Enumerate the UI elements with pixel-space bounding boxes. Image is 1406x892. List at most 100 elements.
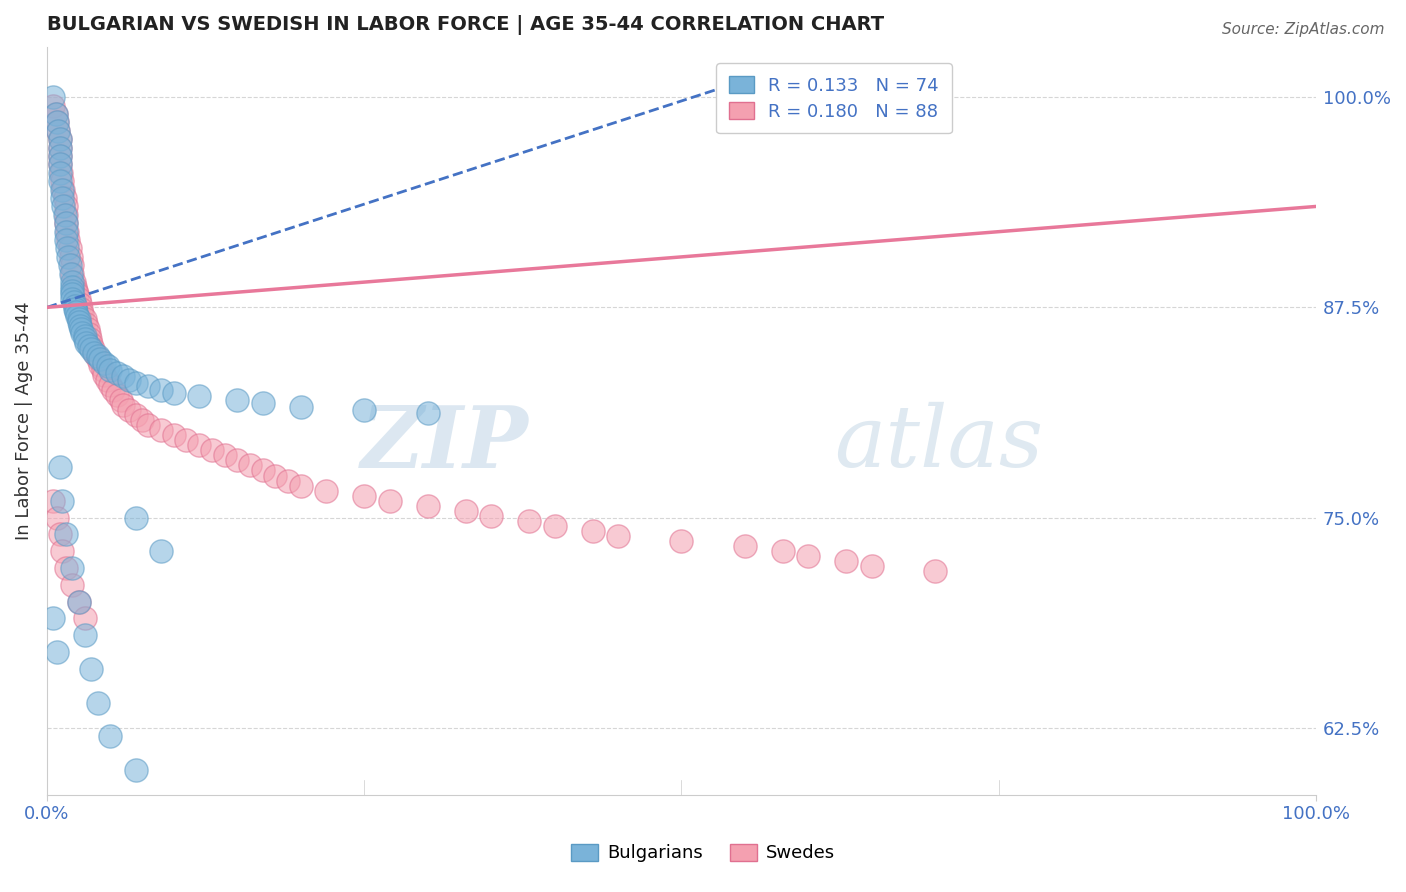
Point [607,529,630,543]
Point [67,292,90,306]
Point [55,208,77,222]
Point [51,183,73,197]
Point [60,284,83,298]
Point [48,149,70,163]
Point [66,309,89,323]
Point [118,373,141,387]
Point [42,493,65,508]
Point [66,286,89,301]
Point [416,406,439,420]
Point [55,527,77,541]
Point [55,225,77,239]
Point [214,448,236,462]
Point [45,107,67,121]
Text: ZIP: ZIP [361,401,529,485]
Point [42,98,65,112]
Point [63,280,86,294]
Point [56,225,79,239]
Point [73,628,96,642]
Point [378,493,401,508]
Point [479,508,502,523]
Point [671,534,693,549]
Point [55,216,77,230]
Point [48,460,70,475]
Point [63,301,86,316]
Point [48,166,70,180]
Point [73,611,96,625]
Point [138,379,160,393]
Point [86,352,108,367]
Point [80,662,103,676]
Point [48,132,70,146]
Point [112,398,135,412]
Point [101,383,124,397]
Point [73,312,96,326]
Point [46,115,69,129]
Point [67,595,90,609]
Point [46,115,69,129]
Point [73,329,96,343]
Point [59,258,82,272]
Point [188,389,211,403]
Point [55,561,77,575]
Point [163,428,186,442]
Point [60,250,83,264]
Point [60,267,83,281]
Point [416,499,439,513]
Point [60,258,83,272]
Text: Source: ZipAtlas.com: Source: ZipAtlas.com [1222,22,1385,37]
Point [58,233,80,247]
Point [131,413,153,427]
Point [138,418,160,433]
Point [835,554,858,568]
Point [63,299,86,313]
Point [772,544,794,558]
Point [62,295,84,310]
Text: atlas: atlas [834,402,1043,484]
Point [82,343,104,357]
Point [46,124,69,138]
Point [80,343,103,357]
Point [55,216,77,230]
Point [55,233,77,247]
Point [91,362,114,376]
Point [86,349,108,363]
Point [52,199,75,213]
Point [239,458,262,473]
Point [51,544,73,558]
Point [77,339,100,353]
Point [45,107,67,121]
Point [56,242,79,256]
Point [118,403,141,417]
Point [70,322,93,336]
Point [75,335,97,350]
Point [51,191,73,205]
Point [73,332,96,346]
Point [51,493,73,508]
Point [65,305,87,319]
Legend: Bulgarians, Swedes: Bulgarians, Swedes [564,837,842,870]
Point [226,392,249,407]
Point [53,191,76,205]
Point [125,408,148,422]
Point [290,478,312,492]
Point [52,183,75,197]
Point [112,369,135,384]
Point [97,359,120,374]
Point [150,544,173,558]
Point [98,377,121,392]
Point [60,292,83,306]
Point [125,763,148,777]
Point [582,524,605,538]
Point [75,317,97,331]
Point [59,242,82,256]
Point [60,267,83,281]
Point [924,565,946,579]
Point [264,468,287,483]
Point [48,149,70,163]
Point [60,578,83,592]
Point [150,423,173,437]
Point [105,366,128,380]
Point [60,275,83,289]
Point [89,352,111,367]
